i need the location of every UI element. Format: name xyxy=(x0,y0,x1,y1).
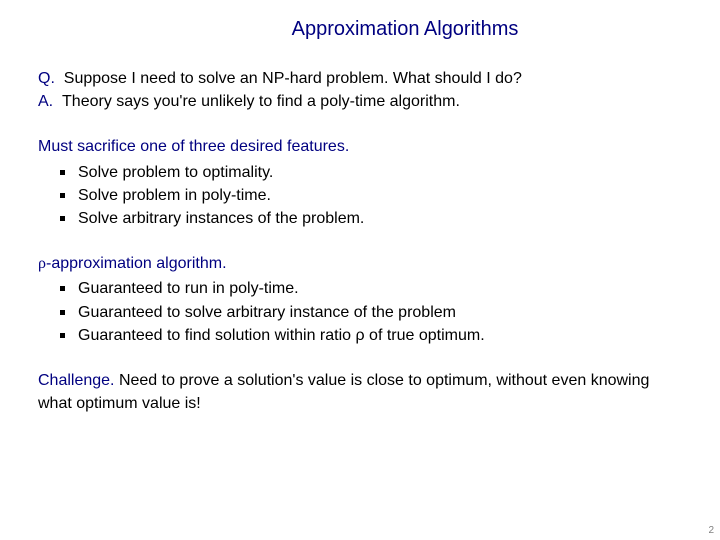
list-item: Guaranteed to solve arbitrary instance o… xyxy=(60,301,682,324)
list-item: Solve arbitrary instances of the problem… xyxy=(60,207,682,230)
sacrifice-lead: Must sacrifice one of three desired feat… xyxy=(38,138,349,155)
rho-block: ρ-approximation algorithm. Guaranteed to… xyxy=(38,252,682,347)
a-text: Theory says you're unlikely to find a po… xyxy=(62,93,460,110)
rho-list: Guaranteed to run in poly-time. Guarante… xyxy=(38,277,682,347)
challenge-text: Need to prove a solution's value is clos… xyxy=(38,372,649,412)
q-label: Q. xyxy=(38,70,55,87)
list-item: Solve problem to optimality. xyxy=(60,161,682,184)
q-text: Suppose I need to solve an NP-hard probl… xyxy=(64,70,522,87)
challenge-block: Challenge. Need to prove a solution's va… xyxy=(38,369,682,415)
slide-root: Approximation Algorithms Q. Suppose I ne… xyxy=(0,0,720,415)
sacrifice-list: Solve problem to optimality. Solve probl… xyxy=(38,161,682,231)
rho-symbol: ρ xyxy=(38,255,46,272)
rho-lead-rest: -approximation algorithm. xyxy=(46,255,227,272)
list-item: Solve problem in poly-time. xyxy=(60,184,682,207)
rho-lead: ρ-approximation algorithm. xyxy=(38,255,227,272)
challenge-lead: Challenge. xyxy=(38,372,115,389)
page-number: 2 xyxy=(708,525,714,536)
list-item: Guaranteed to run in poly-time. xyxy=(60,277,682,300)
list-item: Guaranteed to find solution within ratio… xyxy=(60,324,682,347)
qa-block: Q. Suppose I need to solve an NP-hard pr… xyxy=(38,67,682,113)
a-label: A. xyxy=(38,93,53,110)
slide-title: Approximation Algorithms xyxy=(128,18,682,41)
sacrifice-block: Must sacrifice one of three desired feat… xyxy=(38,135,682,230)
